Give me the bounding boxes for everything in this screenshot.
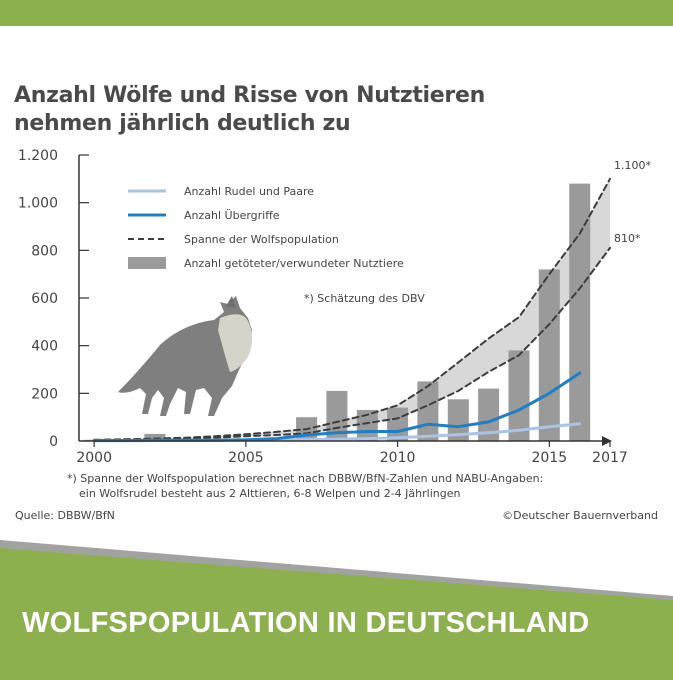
bars-group	[83, 183, 591, 441]
y-tick-label: 1.200	[18, 148, 58, 164]
legend-label: Anzahl getöteter/verwundeter Nutztiere	[184, 257, 404, 270]
x-tick-label: 2005	[228, 450, 264, 466]
footnote-line-2: ein Wolfsrudel besteht aus 2 Alttieren, …	[79, 487, 460, 500]
y-tick-label: 1.000	[18, 196, 58, 212]
chart-title-line-2: nehmen jährlich deutlich zu	[14, 111, 351, 136]
wolf-mane-icon	[218, 314, 253, 372]
chart-legend: Anzahl Rudel und Paare Anzahl Übergriffe S…	[15, 185, 658, 522]
bar-2002	[144, 433, 166, 441]
y-tick-label: 200	[31, 386, 58, 402]
bottom-band	[0, 540, 673, 680]
population-lower-line	[93, 246, 611, 442]
bar-2009	[356, 410, 378, 441]
legend-label: Spanne der Wolfspopulation	[184, 233, 339, 246]
annotation-lower-end: 810*	[614, 232, 641, 245]
banner-title: WOLFSPOPULATION IN DEUTSCHLAND	[22, 607, 590, 639]
source-label: Quelle: DBBW/BfN	[15, 509, 115, 522]
chart-title: Anzahl Wölfe und Risse von Nutztieren ne…	[14, 82, 574, 138]
x-axis-arrow-icon	[602, 436, 612, 446]
annotation-estimate-note: *) Schätzung des DBV	[304, 292, 425, 305]
y-tick-label: 600	[31, 291, 58, 307]
y-tick-label: 400	[31, 339, 58, 355]
copyright-label: ©Deutscher Bauernverband	[502, 509, 658, 522]
y-tick-label: 0	[49, 434, 58, 450]
population-range-band	[94, 178, 610, 441]
bar-2013	[478, 388, 500, 441]
x-tick-label: 2010	[380, 450, 416, 466]
x-tick-label: 2015	[531, 450, 567, 466]
annotation-upper-end: 1.100*	[614, 159, 651, 172]
axes-group: 0 200 400 600 800 1.000 1.200 2000 2005 2010 2015 2…	[18, 148, 628, 466]
bar-2012	[447, 399, 469, 441]
legend-label: Anzahl Übergriffe	[184, 209, 280, 222]
footnote-line-1: *) Spanne der Wolfspopulation berechnet …	[67, 472, 543, 485]
x-tick-label: 2000	[76, 450, 112, 466]
bar-2008	[326, 390, 348, 441]
bottom-green-band	[0, 548, 673, 680]
legend-swatch-bar	[128, 257, 166, 269]
chart-title-line-1: Anzahl Wölfe und Risse von Nutztieren	[14, 83, 485, 108]
y-tick-label: 800	[31, 243, 58, 259]
bar-2015	[538, 269, 560, 441]
wolf-illustration	[118, 296, 253, 416]
population-range-band-group	[94, 178, 610, 441]
top-green-bar	[0, 0, 673, 26]
legend-label: Anzahl Rudel und Paare	[184, 185, 314, 198]
wolf-body-icon	[118, 296, 252, 416]
wolf-ear-icon	[226, 296, 236, 308]
bar-2014	[508, 350, 530, 441]
x-tick-label: 2017	[592, 450, 628, 466]
